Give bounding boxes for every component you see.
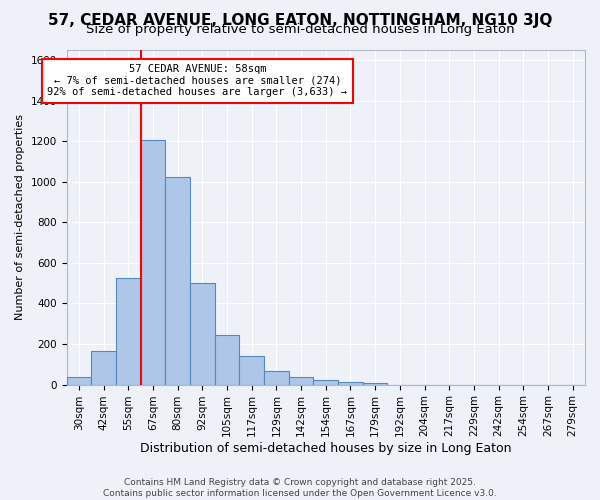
- Bar: [165, 176, 190, 384]
- Y-axis label: Number of semi-detached properties: Number of semi-detached properties: [15, 114, 25, 320]
- Bar: [289, 377, 313, 384]
- Text: 57, CEDAR AVENUE, LONG EATON, NOTTINGHAM, NG10 3JQ: 57, CEDAR AVENUE, LONG EATON, NOTTINGHAM…: [48, 12, 552, 28]
- Bar: [91, 351, 116, 384]
- Bar: [116, 278, 140, 384]
- Bar: [190, 283, 215, 384]
- Bar: [338, 382, 363, 384]
- Bar: [239, 356, 264, 384]
- X-axis label: Distribution of semi-detached houses by size in Long Eaton: Distribution of semi-detached houses by …: [140, 442, 512, 455]
- Bar: [140, 140, 165, 384]
- Bar: [215, 335, 239, 384]
- Text: Contains HM Land Registry data © Crown copyright and database right 2025.
Contai: Contains HM Land Registry data © Crown c…: [103, 478, 497, 498]
- Bar: [363, 382, 388, 384]
- Bar: [313, 380, 338, 384]
- Text: 57 CEDAR AVENUE: 58sqm
← 7% of semi-detached houses are smaller (274)
92% of sem: 57 CEDAR AVENUE: 58sqm ← 7% of semi-deta…: [47, 64, 347, 98]
- Bar: [264, 372, 289, 384]
- Bar: [67, 378, 91, 384]
- Text: Size of property relative to semi-detached houses in Long Eaton: Size of property relative to semi-detach…: [86, 22, 514, 36]
